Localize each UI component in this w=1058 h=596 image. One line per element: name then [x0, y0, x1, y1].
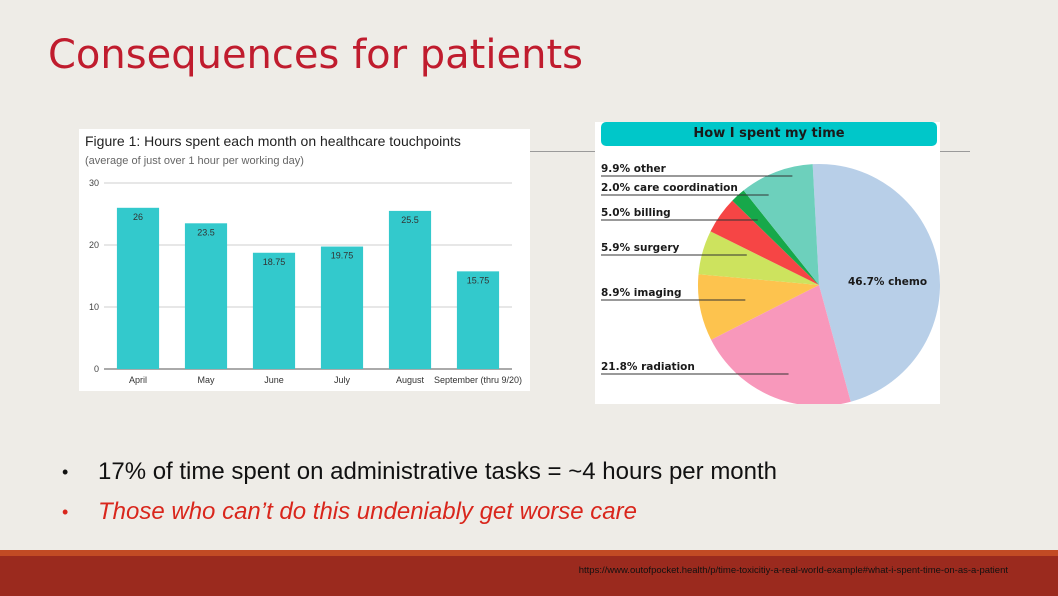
y-tick-label: 0 — [94, 364, 99, 374]
bar — [320, 246, 364, 369]
pie-label-radiation: 21.8% radiation — [601, 361, 695, 373]
bar-value-label: 25.5 — [401, 215, 419, 225]
y-tick-label: 20 — [89, 240, 99, 250]
pie-label-imaging: 8.9% imaging — [601, 287, 682, 299]
pie-slice — [698, 231, 819, 285]
bar-value-label: 23.5 — [197, 227, 215, 237]
bullet-item: • Those who can’t do this undeniably get… — [62, 492, 777, 532]
pie-slice — [698, 274, 819, 340]
bullet-dot: • — [62, 501, 69, 522]
bar — [388, 210, 432, 369]
pie-label-billing: 5.0% billing — [601, 207, 671, 219]
bar-value-label: 15.75 — [467, 275, 490, 285]
bar-value-label: 26 — [133, 212, 143, 222]
pie-label-care-coordination: 2.0% care coordination — [601, 182, 738, 194]
y-tick-label: 30 — [89, 178, 99, 188]
bullet-text: Those who can’t do this undeniably get w… — [98, 498, 637, 525]
bar — [116, 207, 160, 369]
bar — [456, 271, 500, 369]
pie-label-other: 9.9% other — [601, 163, 666, 175]
bullet-text: 17% of time spent on administrative task… — [98, 458, 778, 485]
bar-chart-plot: 0 10 20 30 26 April 23.5 May 18.75 June 19.75 July 2… — [89, 178, 522, 385]
pie-slice — [743, 164, 819, 285]
divider-line-left — [530, 151, 595, 152]
source-link[interactable]: https://www.outofpocket.health/p/time-to… — [578, 565, 1008, 576]
bar-value-label: 19.75 — [331, 251, 354, 261]
pie-slice — [812, 164, 940, 402]
divider-line-right — [940, 151, 970, 152]
pie-slice — [732, 190, 819, 285]
bar — [252, 252, 296, 369]
footer-bar — [0, 556, 1058, 596]
footer-accent-stripe — [0, 550, 1058, 556]
bar-chart: Figure 1: Hours spent each month on heal… — [79, 129, 530, 391]
slide-title: Consequences for patients — [48, 32, 583, 78]
bar-value-label: 18.75 — [263, 257, 286, 267]
bar-chart-subtitle: (average of just over 1 hour per working… — [85, 155, 304, 167]
pie-label-chemo: 46.7% chemo — [848, 276, 928, 288]
x-tick-label: July — [334, 375, 351, 385]
pie-label-surgery: 5.9% surgery — [601, 242, 680, 254]
pie-chart-plot — [601, 164, 940, 404]
y-tick-label: 10 — [89, 302, 99, 312]
x-tick-label: April — [129, 375, 147, 385]
bullet-dot: • — [62, 461, 69, 482]
bullet-item: • 17% of time spent on administrative ta… — [62, 452, 777, 492]
x-tick-label: September (thru 9/20) — [434, 375, 522, 385]
x-tick-label: June — [264, 375, 284, 385]
bar-chart-title: Figure 1: Hours spent each month on heal… — [85, 133, 461, 149]
bar — [184, 223, 228, 369]
bullet-list: • 17% of time spent on administrative ta… — [62, 452, 777, 532]
pie-slice — [710, 200, 819, 285]
pie-chart-title: How I spent my time — [601, 122, 937, 146]
x-tick-label: August — [396, 375, 425, 385]
pie-chart: How I spent my time 46.7% chemo 21.8% ra… — [595, 122, 940, 404]
x-tick-label: May — [197, 375, 215, 385]
